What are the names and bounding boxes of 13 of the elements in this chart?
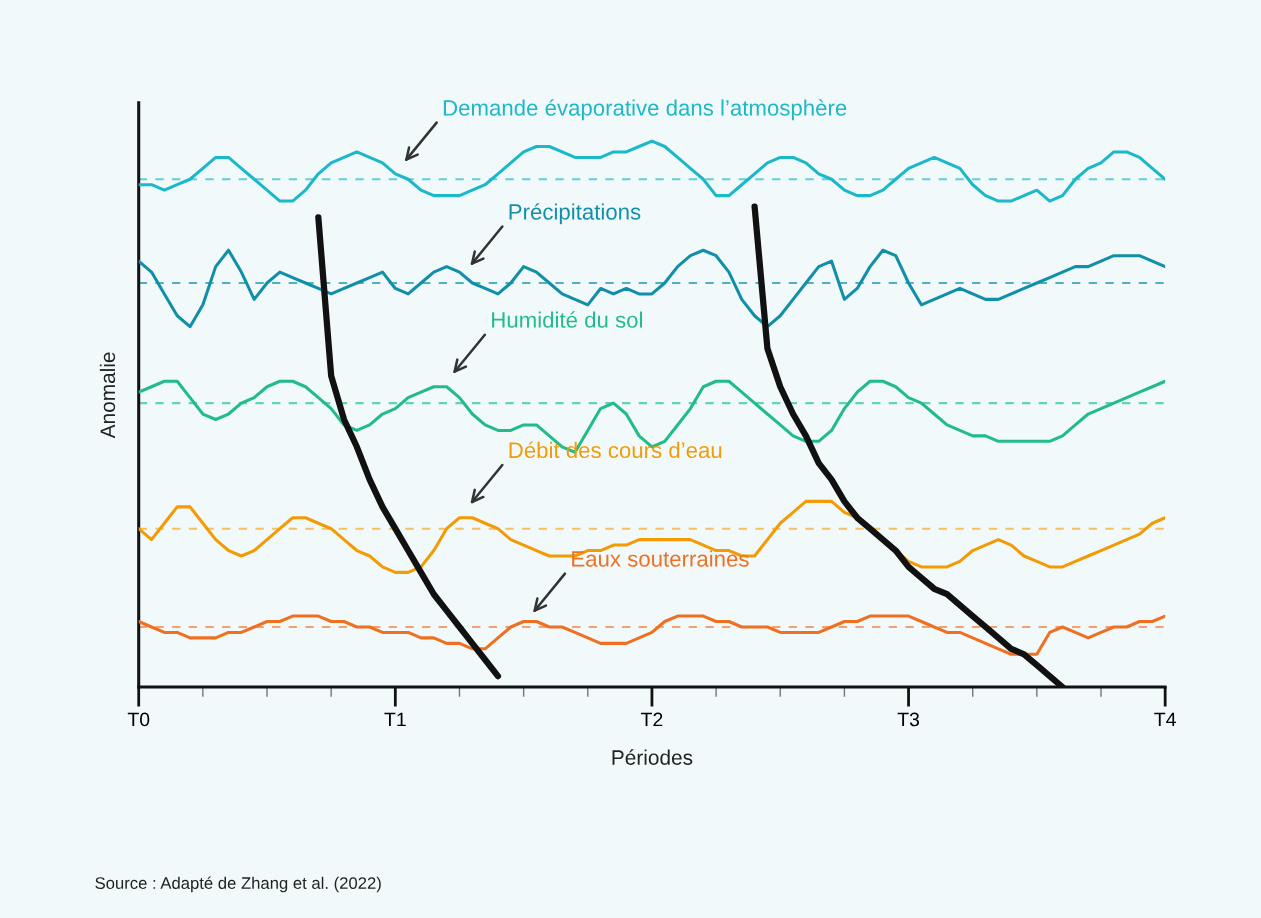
- source-note: Source : Adapté de Zhang et al. (2022): [95, 876, 381, 893]
- x-tick-label: T1: [384, 712, 406, 727]
- annotation: Humidité du sol: [492, 311, 642, 328]
- text: Demande évaporative dans l’atmosphère: [443, 99, 847, 121]
- annotation: Débit des cours d’eau: [509, 441, 722, 459]
- x-axis-title: Périodes: [612, 749, 693, 765]
- y-axis-title: Anomalie: [99, 352, 116, 439]
- x-tick-label: T0: [127, 712, 150, 727]
- x-tick-label: T4: [1154, 712, 1176, 727]
- x-tick-label: T2: [641, 712, 663, 727]
- annotation: Précipitations: [509, 203, 641, 225]
- x-tick-label: T3: [897, 712, 920, 727]
- annotation: Eaux souterraines: [572, 550, 749, 567]
